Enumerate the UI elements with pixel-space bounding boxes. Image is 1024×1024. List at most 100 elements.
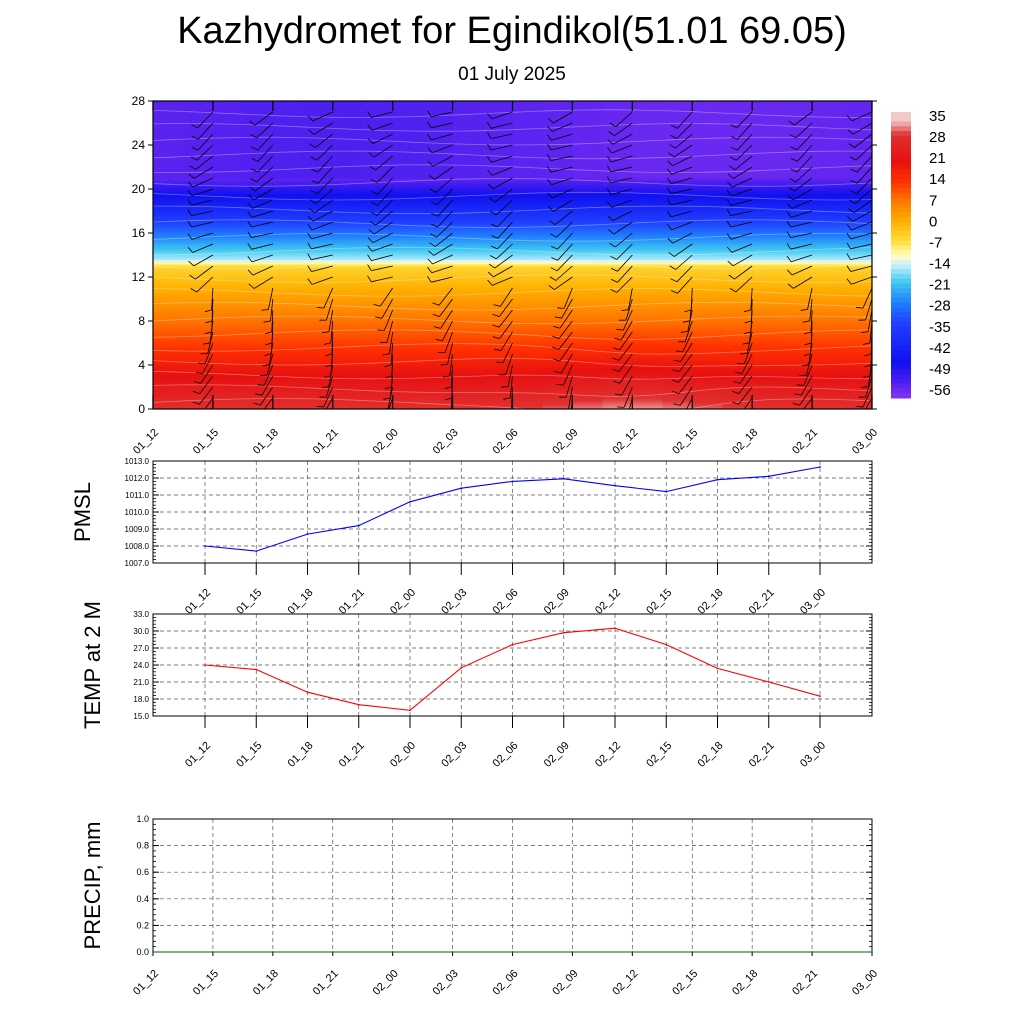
heatmap-cell xyxy=(812,105,843,109)
heatmap-cell xyxy=(452,202,484,205)
pmsl-panel: 1007.01008.01009.01010.01011.01012.01013… xyxy=(70,457,873,617)
heatmap-cell xyxy=(542,345,574,348)
heatmap-cell xyxy=(692,290,723,293)
heatmap-cell xyxy=(242,283,274,287)
heatmap-cell xyxy=(392,318,424,322)
heatmap-cell xyxy=(602,400,633,403)
heatmap-cell xyxy=(662,296,693,300)
heatmap-cell xyxy=(782,158,813,161)
wind-barb-flag xyxy=(427,161,434,167)
heatmap-cell xyxy=(542,358,574,362)
heatmap-cell xyxy=(842,191,872,194)
wind-barb xyxy=(256,122,274,139)
heatmap-cell xyxy=(752,129,783,133)
heatmap-cell xyxy=(842,378,872,381)
heatmap-cell xyxy=(782,261,813,265)
heatmap-cell xyxy=(153,237,184,241)
heatmap-cell xyxy=(302,241,334,245)
heatmap-cell xyxy=(153,103,184,106)
heatmap-cell xyxy=(842,373,872,377)
heatmap-cell xyxy=(752,345,783,348)
heatmap-cell xyxy=(272,281,304,285)
heatmap-cell xyxy=(752,116,783,120)
heatmap-cell xyxy=(572,224,603,227)
heatmap-cell xyxy=(422,226,454,230)
wind-barb-flag xyxy=(846,253,851,260)
heatmap-cell xyxy=(242,138,274,142)
heatmap-cell xyxy=(272,118,304,122)
heatmap-cell xyxy=(692,118,723,122)
heatmap-cell xyxy=(632,351,663,355)
heatmap-cell xyxy=(212,107,244,111)
heatmap-cell xyxy=(212,246,244,249)
heatmap-cell xyxy=(782,371,813,375)
heatmap-cell xyxy=(842,145,872,148)
heatmap-cell xyxy=(212,327,244,331)
heatmap-cell xyxy=(362,164,394,168)
heatmap-cell xyxy=(362,266,394,269)
heatmap-cell xyxy=(602,202,633,205)
heatmap-cell xyxy=(302,296,334,300)
heatmap-cell xyxy=(722,239,753,243)
heatmap-cell xyxy=(153,235,184,238)
heatmap-cell xyxy=(482,369,514,373)
heatmap-cell xyxy=(302,129,334,133)
contour-line xyxy=(153,233,872,242)
heatmap-cell xyxy=(272,367,304,370)
heatmap-cell xyxy=(212,156,244,159)
heatmap-cell xyxy=(842,142,872,146)
wind-barb-flag xyxy=(307,265,312,272)
heatmap-cell xyxy=(812,204,843,208)
heatmap-cell xyxy=(272,131,304,135)
heatmap-cell xyxy=(572,217,603,221)
heatmap-cell xyxy=(452,129,484,133)
heatmap-cell xyxy=(752,244,783,247)
heatmap-cell xyxy=(842,292,872,296)
heatmap-cell xyxy=(452,191,484,194)
heatmap-cell xyxy=(362,178,394,181)
wind-barb-flag xyxy=(251,158,259,162)
heatmap-cell xyxy=(842,303,872,307)
heatmap-cell xyxy=(482,180,514,183)
heatmap-cell xyxy=(452,184,484,188)
plot-frame xyxy=(152,460,873,564)
heatmap-cell xyxy=(512,250,544,254)
heatmap-cell xyxy=(302,123,334,126)
wind-barb-flag xyxy=(193,414,200,416)
heatmap-cell xyxy=(452,373,484,377)
heatmap-cell xyxy=(632,235,663,238)
heatmap-cell xyxy=(392,239,424,243)
heatmap-cell xyxy=(422,112,454,115)
heatmap-cell xyxy=(362,145,394,148)
heatmap-cell xyxy=(362,206,394,210)
heatmap-cell xyxy=(542,237,574,241)
wind-barb xyxy=(192,177,214,188)
heatmap-cell xyxy=(242,116,274,120)
wind-barb-flag xyxy=(796,384,804,386)
heatmap-cell xyxy=(782,145,813,148)
heatmap-cell xyxy=(482,336,514,340)
heatmap-cell xyxy=(362,118,394,122)
heatmap-cell xyxy=(842,186,872,190)
wind-barb xyxy=(312,221,333,231)
heatmap-cell xyxy=(362,105,394,109)
heatmap-cell xyxy=(692,382,723,386)
heatmap-cell xyxy=(542,239,574,243)
heatmap-cell xyxy=(542,384,574,388)
heatmap-cell xyxy=(542,134,574,137)
x-tick-label: 02_00 xyxy=(371,427,401,457)
heatmap-cell xyxy=(302,230,334,234)
wind-barb xyxy=(371,243,393,252)
heatmap-cell xyxy=(212,186,244,190)
heatmap-cell xyxy=(332,398,364,401)
heatmap-cell xyxy=(153,158,184,161)
heatmap-cell xyxy=(452,299,484,302)
heatmap-cell xyxy=(752,261,783,265)
heatmap-cell xyxy=(842,384,872,388)
heatmap-cell xyxy=(842,244,872,247)
heatmap-cell xyxy=(572,226,603,230)
heatmap-cell xyxy=(302,134,334,137)
heatmap-cell xyxy=(242,120,274,124)
heatmap-cell xyxy=(692,365,723,368)
heatmap-cell xyxy=(452,261,484,265)
